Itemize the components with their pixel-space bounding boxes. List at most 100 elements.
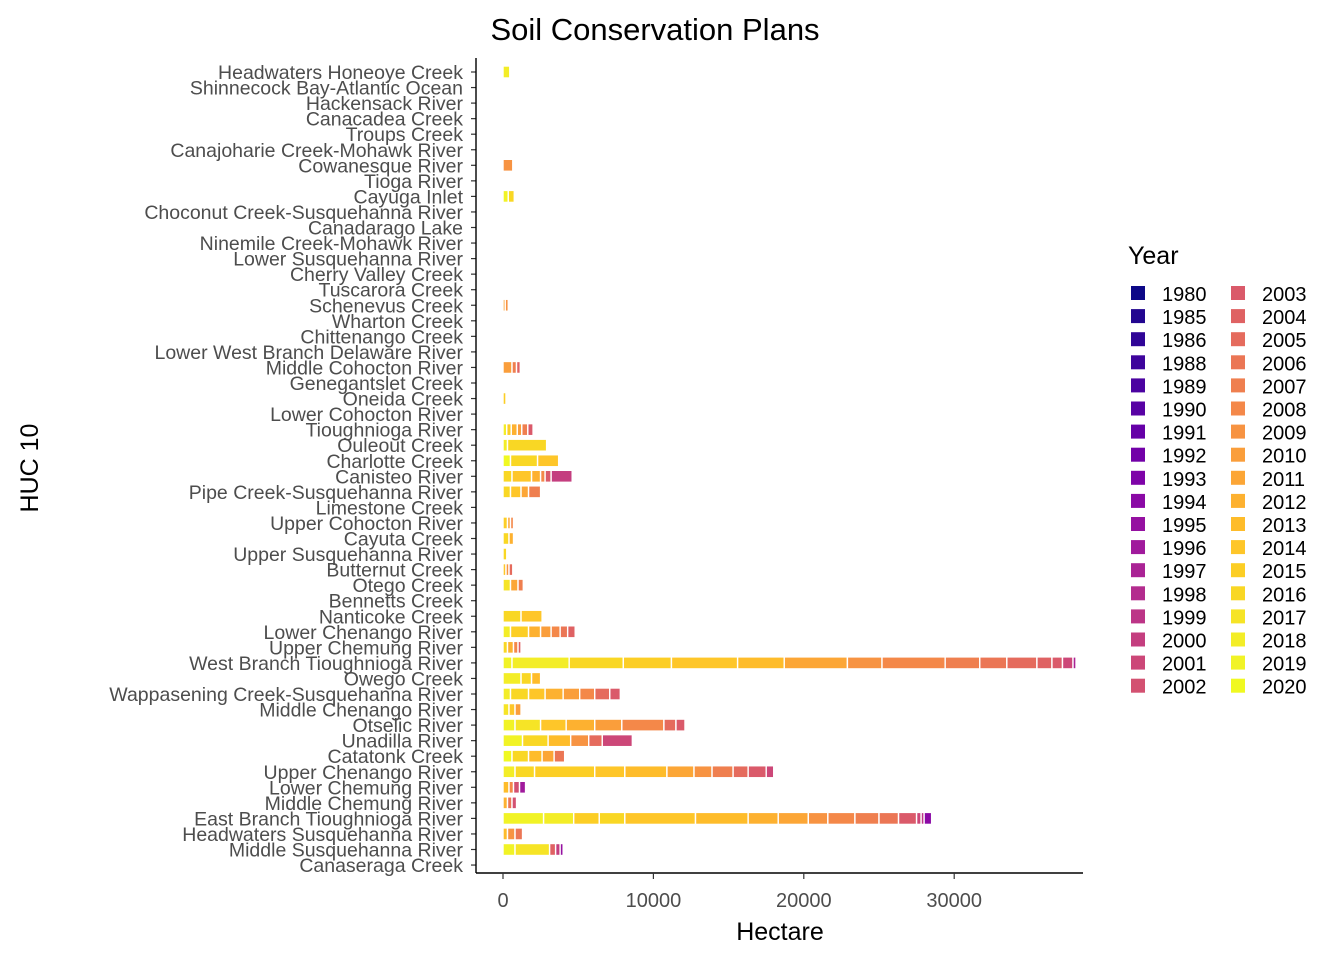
legend-key (1131, 401, 1145, 416)
legend-key (1131, 470, 1145, 485)
bar-segment (548, 842, 557, 857)
legend-key (1131, 332, 1145, 347)
category-label: Lower Cohocton River (270, 404, 463, 426)
legend-label: 1999 (1162, 607, 1207, 629)
legend-label: 2016 (1262, 584, 1307, 606)
bar-segment (624, 765, 668, 779)
bar-segment (539, 625, 552, 639)
bar-segment (944, 656, 981, 670)
bar-segment (747, 765, 767, 779)
bar-segment (622, 656, 673, 670)
bar-segment (502, 485, 512, 499)
category-label: Pipe Creek-Susquehanna River (189, 482, 464, 504)
bar-segment (514, 718, 542, 732)
bar-segment (1061, 656, 1074, 670)
category-label: Unadilla River (342, 731, 464, 753)
bar-segment (502, 780, 510, 794)
bar-segment (511, 796, 518, 810)
bar-segment (502, 158, 514, 173)
legend-label: 1997 (1162, 561, 1207, 583)
bar-segment (509, 687, 530, 701)
bar-segment (1036, 656, 1053, 670)
bar-segment (508, 702, 516, 717)
category-label: Owego Creek (344, 668, 463, 690)
bar-segment (506, 640, 515, 655)
bar-segment (506, 827, 516, 841)
legend-key (1231, 378, 1245, 393)
bar-segment (509, 625, 530, 639)
legend-key (1231, 493, 1245, 508)
bar-segment (502, 65, 511, 79)
category-label: Upper Chemung River (269, 637, 464, 659)
bar-segment (502, 189, 509, 204)
category-label: Headwaters Susquehanna River (182, 824, 463, 846)
bar-segment (777, 811, 810, 826)
legend-label: 2008 (1262, 400, 1307, 422)
legend-key (1131, 655, 1145, 670)
bar-segment (514, 827, 524, 841)
bar-segment (509, 454, 539, 468)
legend-label: 2004 (1262, 307, 1307, 329)
bar-segment (765, 765, 775, 779)
legend-label: 2006 (1262, 353, 1307, 375)
category-label: Chittenango Creek (300, 326, 463, 348)
legend-key (1231, 540, 1245, 555)
bar-segment (521, 422, 529, 437)
category-label: West Branch Tioughnioga River (189, 653, 463, 675)
legend-key (1231, 286, 1245, 300)
legend-label: 1991 (1162, 423, 1207, 445)
category-label: Cayuta Creek (344, 529, 463, 551)
bar-segment (508, 531, 515, 546)
bar-segment (502, 360, 513, 375)
legend-label: 1996 (1162, 538, 1207, 560)
legend-key (1131, 309, 1145, 324)
legend-label: 2011 (1262, 469, 1305, 491)
bar-segment (504, 298, 509, 312)
legend-label: 2003 (1262, 284, 1307, 306)
legend-label: 1986 (1162, 330, 1207, 352)
legend-key (1131, 424, 1145, 439)
legend-key (1131, 355, 1145, 370)
bar-segment (502, 547, 508, 561)
bar-segment (594, 765, 626, 779)
bar-segment (520, 609, 543, 623)
chart-title: Soil Conservation Plans (490, 12, 819, 47)
bar-segment (514, 702, 522, 717)
bar-segment (511, 656, 570, 670)
bar-segment (566, 625, 576, 639)
bar-segment (736, 656, 785, 670)
legend-key (1131, 286, 1145, 300)
bar-segment (568, 656, 625, 670)
bar-segment (509, 578, 519, 592)
legend-title: Year (1128, 242, 1179, 270)
legend-label: 1993 (1162, 469, 1207, 491)
legend-label: 2017 (1262, 607, 1307, 629)
bar-segment (598, 811, 626, 826)
category-label: Wappasening Creek-Susquehanna River (109, 684, 463, 706)
bar-segment (553, 749, 566, 763)
x-tick-label: 10000 (626, 890, 682, 912)
bar-segment (520, 485, 530, 499)
bar-segment (827, 811, 856, 826)
category-label: Otego Creek (352, 575, 463, 597)
bar-segment (559, 842, 564, 857)
bar-segment (663, 718, 677, 732)
bar-segment (539, 718, 567, 732)
bar-segment (1072, 656, 1077, 670)
bar-segment (508, 562, 514, 577)
bar-segment (518, 780, 527, 794)
bar-segment (502, 609, 522, 623)
legend-key (1231, 655, 1245, 670)
bar-segment (530, 671, 542, 686)
legend-label: 2002 (1162, 677, 1207, 699)
category-label: Lower West Branch Delaware River (154, 342, 463, 364)
category-label: Catatonk Creek (328, 746, 464, 768)
legend-label: 1998 (1162, 584, 1207, 606)
bar-segment (711, 765, 734, 779)
category-label: Lower Chenango River (264, 622, 464, 644)
bar-segment (670, 656, 739, 670)
bar-segment (624, 811, 697, 826)
category-label: Cowanesque River (298, 155, 463, 177)
bar-segment (502, 811, 545, 826)
legend-key (1231, 563, 1245, 578)
